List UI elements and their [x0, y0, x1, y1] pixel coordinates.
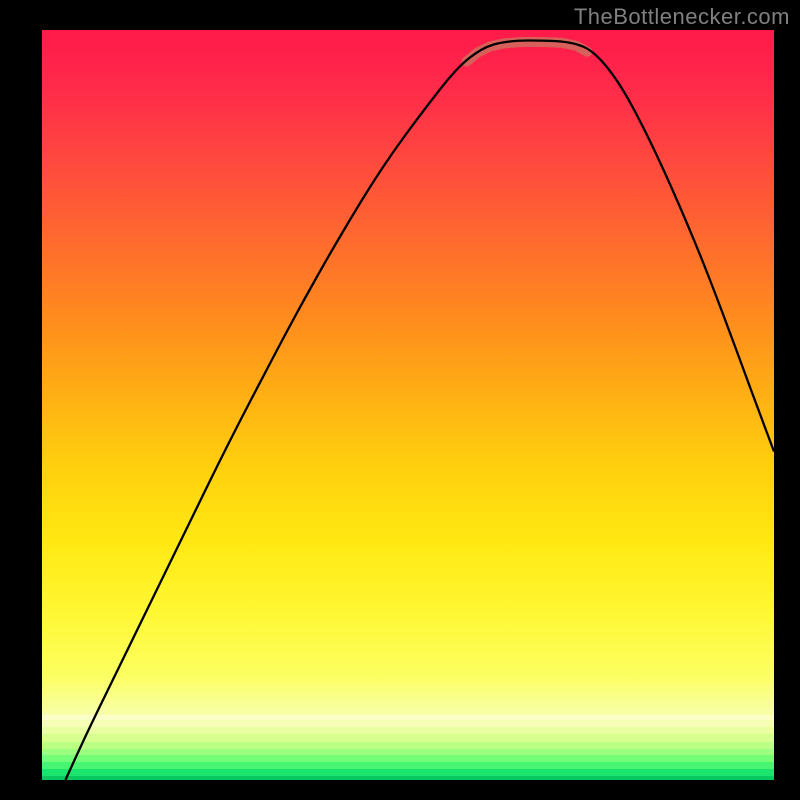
bottleneck-curve: [65, 41, 774, 781]
optimal-range-marker: [467, 42, 588, 62]
plot-area: [42, 30, 774, 780]
chart-container: TheBottlenecker.com: [0, 0, 800, 800]
curve-layer: [42, 30, 774, 780]
watermark-text: TheBottlenecker.com: [574, 4, 790, 30]
